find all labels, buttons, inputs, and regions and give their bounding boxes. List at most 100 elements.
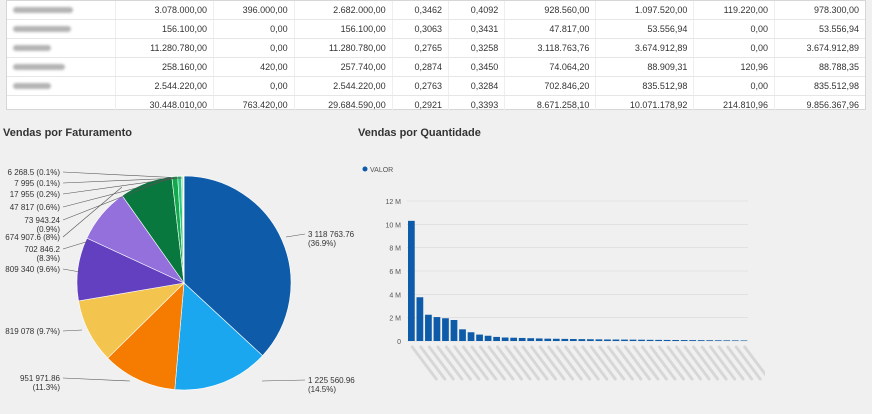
bar[interactable] <box>621 339 628 341</box>
bar[interactable] <box>552 338 560 341</box>
bar[interactable] <box>604 339 611 341</box>
table-cell: 88.909,31 <box>595 57 694 77</box>
pie-label-pct: (0.9%) <box>36 225 60 234</box>
row-name-cell <box>7 1 116 20</box>
pie-slice[interactable] <box>183 175 292 357</box>
bar[interactable] <box>612 339 620 341</box>
redacted-x-label <box>683 345 711 381</box>
bar[interactable] <box>484 335 492 341</box>
bar[interactable] <box>425 314 432 341</box>
table-cell: 0,3450 <box>447 57 505 77</box>
table-cell: 0,00 <box>213 76 295 96</box>
bar[interactable] <box>408 220 415 341</box>
bar[interactable] <box>535 338 543 341</box>
table-cell: 0,00 <box>693 76 775 96</box>
bar[interactable] <box>595 339 603 341</box>
bar[interactable] <box>655 339 662 341</box>
redacted-x-label <box>734 345 762 381</box>
bar[interactable] <box>561 338 569 341</box>
bar[interactable] <box>646 339 654 341</box>
legend-label: VALOR <box>370 167 393 174</box>
pie-label-pct: (36.9%) <box>308 239 336 248</box>
redacted-x-label <box>538 345 566 381</box>
bar[interactable] <box>638 339 645 341</box>
pie-leader-line <box>62 268 81 273</box>
pie-slice[interactable] <box>107 282 185 390</box>
bar[interactable] <box>544 338 552 341</box>
pie-label: 809 340 (9.6%) <box>5 265 60 274</box>
pie-label-pct: (8.3%) <box>36 254 60 263</box>
bar[interactable] <box>706 340 714 341</box>
bar-chart: VALOR 0 2 M 4 M 6 M 8 M 10 M 12 M <box>362 166 765 381</box>
redacted-x-label <box>436 345 464 381</box>
bar[interactable] <box>569 339 577 341</box>
table-cell: 257.740,00 <box>293 57 393 77</box>
bar[interactable] <box>527 338 535 341</box>
bar[interactable] <box>740 340 748 341</box>
y-tick-label: 4 M <box>389 292 401 299</box>
redacted-x-label <box>726 345 754 381</box>
redacted-x-label <box>572 345 600 381</box>
table-cell: 53.556,94 <box>595 19 694 39</box>
bar[interactable] <box>450 320 458 341</box>
bar[interactable] <box>731 340 739 341</box>
bar[interactable] <box>672 340 679 341</box>
bar[interactable] <box>501 337 509 342</box>
pie-leader-line <box>62 377 131 382</box>
pie-leader-line <box>62 240 90 250</box>
table-row: 3.078.000,00 396.000,00 2.682.000,00 0,3462… <box>7 1 865 20</box>
bar[interactable] <box>629 339 637 341</box>
pie-label: 951 971.86 <box>20 374 61 383</box>
table-cell: 2.682.000,00 <box>293 1 393 20</box>
bar[interactable] <box>663 339 671 341</box>
bar[interactable] <box>518 337 526 341</box>
bar[interactable] <box>433 317 441 341</box>
bar[interactable] <box>416 297 424 341</box>
bar[interactable] <box>467 332 475 341</box>
redacted-x-label <box>717 345 745 381</box>
table-cell: 0,3063 <box>391 19 449 39</box>
redacted-x-label <box>606 345 634 381</box>
redacted-x-label <box>530 345 558 381</box>
total-cell: 214.810,96 <box>693 95 775 114</box>
total-label-cell <box>7 95 116 114</box>
bar[interactable] <box>587 339 594 341</box>
bar[interactable] <box>578 339 586 341</box>
table-row: 258.160,00 420,00 257.740,00 0,2874 0,3450 74… <box>7 57 865 77</box>
table-cell: 2.544.220,00 <box>114 76 214 96</box>
redacted-name <box>13 7 73 13</box>
summary-table: 3.078.000,00 396.000,00 2.682.000,00 0,3462… <box>7 1 865 114</box>
bar[interactable] <box>442 318 449 341</box>
redacted-x-label <box>521 345 549 381</box>
redacted-x-label <box>666 345 694 381</box>
total-cell: 0,3393 <box>447 95 505 114</box>
redacted-x-label <box>692 345 720 381</box>
bar[interactable] <box>493 336 500 341</box>
row-name-cell <box>7 38 116 58</box>
redacted-x-label <box>427 345 455 381</box>
bar[interactable] <box>689 340 697 341</box>
redacted-x-label <box>504 345 532 381</box>
table-cell: 11.280.780,00 <box>114 38 214 58</box>
table-cell: 119.220,00 <box>693 1 775 20</box>
table-cell: 978.300,00 <box>774 1 865 20</box>
y-tick-label: 2 M <box>389 316 401 323</box>
bar[interactable] <box>723 340 731 341</box>
redacted-name <box>13 26 71 32</box>
table-cell: 88.788,35 <box>774 57 865 77</box>
table-row: 11.280.780,00 0,00 11.280.780,00 0,2765 0,32… <box>7 38 865 58</box>
bar[interactable] <box>459 329 466 341</box>
table-cell: 3.674.912,89 <box>774 38 865 58</box>
pie-slice[interactable] <box>174 282 263 391</box>
bar[interactable] <box>680 340 688 341</box>
bar[interactable] <box>476 334 483 341</box>
redacted-x-label <box>640 345 668 381</box>
table-cell: 928.560,00 <box>504 1 596 20</box>
redacted-x-label <box>410 345 438 381</box>
bar[interactable] <box>714 340 722 341</box>
redacted-x-label <box>478 345 506 381</box>
pie-label: 47 817 (0.6%) <box>10 203 61 212</box>
bar[interactable] <box>510 337 518 341</box>
bar[interactable] <box>697 340 705 341</box>
total-cell: 8.671.258,10 <box>504 95 596 114</box>
